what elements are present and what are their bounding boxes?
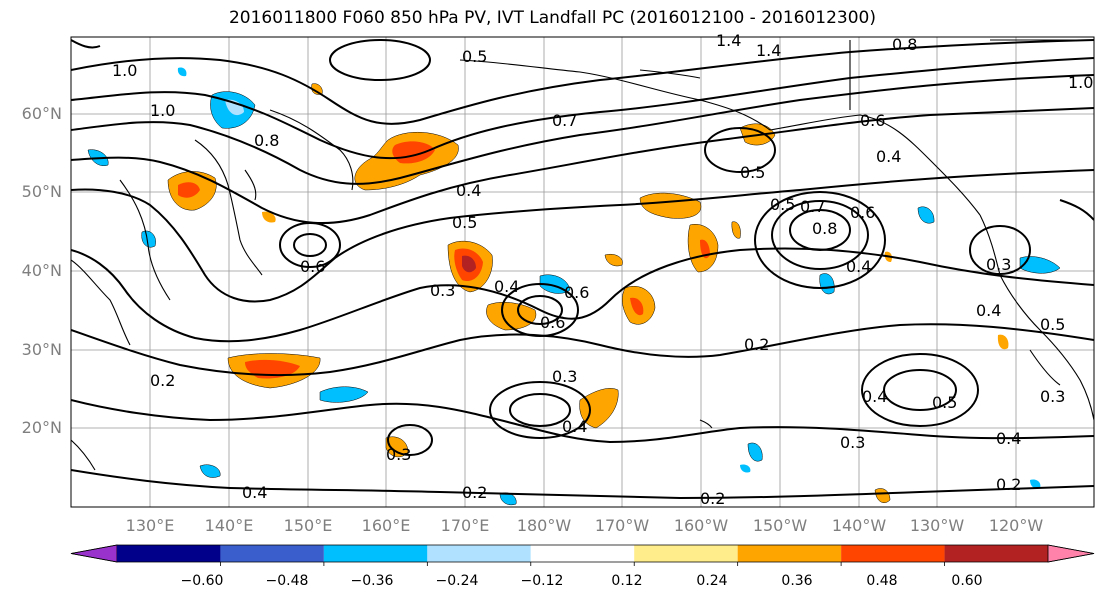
colorbar-segment <box>530 545 635 562</box>
contour-label: 0.3 <box>986 255 1011 274</box>
lon-label: 170°E <box>440 516 490 535</box>
colorbar-segment <box>944 545 1048 562</box>
contour-label: 0.5 <box>1040 315 1065 334</box>
colorbar-tick-label: −0.60 <box>180 573 224 589</box>
contour-label: 0.3 <box>430 281 455 300</box>
colorbar-tick-label: −0.48 <box>265 573 309 589</box>
lon-label: 180°W <box>516 516 572 535</box>
colorbar-segment <box>634 545 738 562</box>
lon-label: 160°E <box>361 516 411 535</box>
colorbar-extend-low <box>70 544 118 563</box>
lon-label: 130°W <box>909 516 965 535</box>
contour-label: 1.0 <box>112 61 137 80</box>
colorbar-tick-label: 0.24 <box>696 573 728 589</box>
contour-label: 0.4 <box>242 483 267 502</box>
colorbar-tick-label: 0.36 <box>781 573 813 589</box>
contour-label: 1.0 <box>1068 73 1093 92</box>
map-title: 2016011800 F060 850 hPa PV, IVT Landfall… <box>228 8 876 28</box>
contour-label: 0.6 <box>850 203 875 222</box>
colorbar-tick-label: 0.60 <box>951 573 983 589</box>
contour-label: 0.5 <box>740 163 765 182</box>
contour-label: 0.8 <box>254 131 279 150</box>
colorbar-outline <box>70 544 1095 563</box>
contour-label: 0.2 <box>700 489 725 508</box>
colorbar-tick-label: −0.24 <box>435 573 479 589</box>
contour-label: 0.4 <box>846 257 871 276</box>
contour-label: 0.3 <box>552 367 577 386</box>
colorbar-segment <box>323 545 428 562</box>
contour-label: 0.6 <box>540 313 565 332</box>
contour-label: 1.4 <box>716 31 741 50</box>
contour-label: 0.8 <box>812 219 837 238</box>
contour-label: 0.2 <box>150 371 175 390</box>
contour-label: 0.2 <box>462 483 487 502</box>
colorbar-tick-label: 0.48 <box>866 573 898 589</box>
contour-label: 0.2 <box>744 335 769 354</box>
lon-label: 140°W <box>831 516 887 535</box>
map-frame <box>70 36 1095 508</box>
colorbar-extend-high <box>1047 544 1095 563</box>
contour-label: 0.5 <box>462 47 487 66</box>
colorbar-tick-label: 0.12 <box>611 573 643 589</box>
lon-label: 160°W <box>673 516 729 535</box>
lat-label: 30°N <box>21 340 62 359</box>
colorbar-tick-label: −0.36 <box>350 573 394 589</box>
colorbar-segment <box>117 545 221 562</box>
contour-label: 0.2 <box>996 475 1021 494</box>
contour-label: 0.3 <box>386 445 411 464</box>
colorbar-segment <box>220 545 324 562</box>
lon-label: 140°E <box>204 516 254 535</box>
contour-label: 0.8 <box>892 35 917 54</box>
lon-label: 170°W <box>594 516 650 535</box>
contour-label: 0.4 <box>494 277 519 296</box>
lon-label: 150°W <box>752 516 808 535</box>
contour-label: 0.6 <box>564 283 589 302</box>
contour-labels: 1.0 1.4 1.4 0.8 1.0 0.5 1.0 0.4 0.7 0.5 … <box>112 31 1093 508</box>
lon-label: 120°W <box>988 516 1044 535</box>
contour-label: 0.5 <box>932 393 957 412</box>
contour-label: 0.5 <box>770 195 795 214</box>
lon-label: 130°E <box>125 516 175 535</box>
contour-label: 0.4 <box>996 429 1021 448</box>
contour-label: 0.6 <box>860 111 885 130</box>
colorbar-segment <box>841 545 945 562</box>
lon-label: 150°E <box>283 516 333 535</box>
contour-label: 0.5 <box>452 213 477 232</box>
colorbar <box>70 544 1095 566</box>
contour-label: 0.4 <box>562 417 587 436</box>
lat-label: 20°N <box>21 418 62 437</box>
contour-label: 0.4 <box>456 181 481 200</box>
colorbar-segment <box>427 545 531 562</box>
colorbar-segment <box>737 545 842 562</box>
lat-label: 40°N <box>21 261 62 280</box>
lat-label: 60°N <box>21 104 62 123</box>
contour-label: 1.4 <box>756 41 781 60</box>
lat-label: 50°N <box>21 182 62 201</box>
contour-label: 1.0 <box>150 101 175 120</box>
coastlines <box>71 39 1094 471</box>
contour-label: 0.3 <box>1040 387 1065 406</box>
contour-label: 0.7 <box>552 111 577 130</box>
contour-label: 0.4 <box>862 387 887 406</box>
contour-label: 0.4 <box>976 301 1001 320</box>
pv-contours <box>71 39 1094 500</box>
contour-label: 0.7 <box>800 197 825 216</box>
contour-label: 0.3 <box>840 433 865 452</box>
contour-label: 0.4 <box>876 147 901 166</box>
contour-label: 0.6 <box>300 257 325 276</box>
colorbar-tick-label: −0.12 <box>520 573 564 589</box>
